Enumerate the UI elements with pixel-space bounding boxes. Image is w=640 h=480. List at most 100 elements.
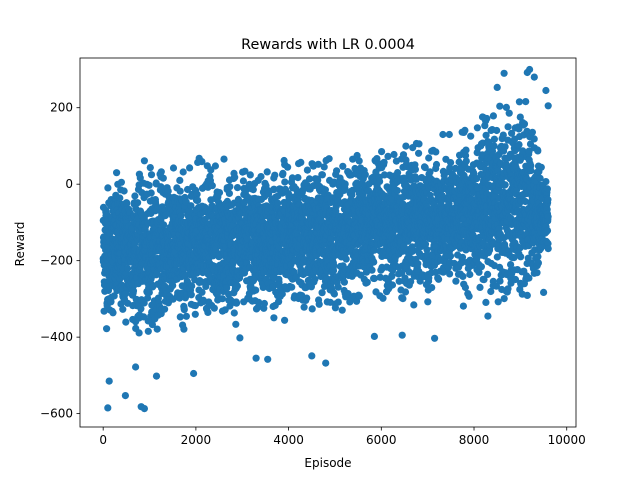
data-point-outlier [190,369,198,378]
data-point-outlier [370,332,378,340]
data-point [159,221,168,229]
data-point [447,159,455,167]
data-point [288,283,296,291]
data-point-outlier [431,334,439,342]
data-point [308,305,316,313]
data-point [234,195,242,203]
data-point [523,291,531,299]
data-point [380,158,388,166]
data-point [252,286,260,294]
data-point [147,189,155,197]
data-point [415,149,423,157]
data-point [543,185,552,193]
data-point [330,290,338,298]
data-point [263,168,271,176]
data-point [505,109,513,117]
data-point [191,310,199,318]
data-point [459,272,467,280]
x-tick-label: 6000 [366,433,397,447]
data-point [370,258,378,266]
data-point [180,306,188,314]
data-point [259,283,267,291]
data-point [122,318,130,326]
data-point [452,277,460,285]
data-point [415,140,423,148]
data-point [246,171,254,179]
data-point [378,148,386,156]
data-point [484,270,492,278]
data-point [257,173,265,181]
data-point [543,227,552,235]
data-point [340,278,348,286]
data-point [490,142,498,150]
data-point [530,135,538,143]
data-point [104,184,112,192]
data-point [249,186,257,194]
data-point [315,300,323,308]
data-point [402,142,410,150]
data-point [459,302,467,310]
data-point [501,181,509,189]
data-point [182,312,190,320]
x-tick-label: 2000 [181,433,212,447]
data-point-outlier [484,312,492,320]
data-point [473,124,481,132]
data-point [525,274,533,282]
data-point-outlier [104,404,112,412]
data-point [140,157,148,165]
data-point [120,187,128,195]
data-point-outlier [530,73,538,81]
y-tick-label: 0 [65,177,73,191]
data-point [198,288,206,296]
data-point [446,270,454,278]
data-point [544,196,552,204]
data-point [161,305,169,313]
data-point [119,305,127,313]
data-point [379,294,387,302]
data-point [297,158,305,166]
data-point [342,255,350,263]
data-point [361,171,369,179]
data-point [528,128,537,136]
data-point [339,162,347,170]
data-point [341,180,349,188]
data-point-outlier [132,363,140,371]
x-tick-label: 10000 [548,433,586,447]
data-point [191,302,199,310]
data-point [527,167,535,175]
x-tick-label: 4000 [273,433,304,447]
data-point-outlier [140,405,148,413]
data-point [146,164,154,172]
data-point [544,213,552,221]
data-point [467,132,475,140]
data-point [303,294,311,302]
data-point [542,178,550,186]
data-point [117,178,125,186]
data-point [537,163,545,171]
data-point [110,292,118,300]
data-point [223,284,231,292]
data-point [109,309,117,317]
data-point [270,314,278,322]
data-point [279,169,287,177]
data-point [208,182,216,190]
points-layer [99,65,552,413]
data-point [137,305,145,313]
data-point [211,162,219,170]
data-point [100,307,108,315]
data-point [124,264,132,273]
data-point [233,184,242,192]
data-point [226,183,234,191]
data-point [414,260,422,268]
data-point [318,289,326,297]
data-point [462,146,470,154]
data-point [255,298,263,306]
data-point [466,270,474,279]
data-point [144,327,152,335]
x-tick-label: 8000 [459,433,490,447]
data-point [446,252,455,260]
data-point [129,287,138,295]
data-point [210,304,218,312]
